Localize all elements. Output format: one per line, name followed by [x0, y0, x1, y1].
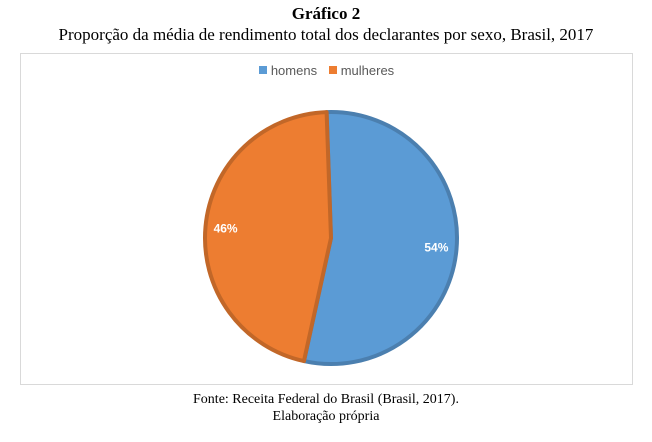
legend: homens mulheres	[21, 62, 632, 78]
pie-chart: 54% 46%	[203, 110, 459, 366]
data-label-homens: 54%	[424, 241, 448, 255]
legend-item-homens: homens	[258, 62, 318, 78]
legend-label-homens: homens	[270, 62, 318, 78]
source-note: Fonte: Receita Federal do Brasil (Brasil…	[193, 392, 459, 407]
data-label-mulheres: 46%	[214, 221, 238, 235]
chart-subtitle: Proporção da média de rendimento total d…	[58, 25, 594, 44]
legend-label-mulheres: mulheres	[340, 62, 395, 78]
pie-slice-mulheres	[203, 110, 333, 364]
legend-swatch-homens	[258, 66, 267, 74]
chart-area: homens mulheres 54% 46%	[20, 53, 633, 385]
authorship-note: Elaboração própria	[272, 409, 380, 424]
pie-slice-homens	[301, 110, 459, 366]
chart-title: Gráfico 2	[291, 4, 361, 23]
legend-swatch-mulheres	[328, 66, 337, 74]
legend-item-mulheres: mulheres	[328, 62, 395, 78]
